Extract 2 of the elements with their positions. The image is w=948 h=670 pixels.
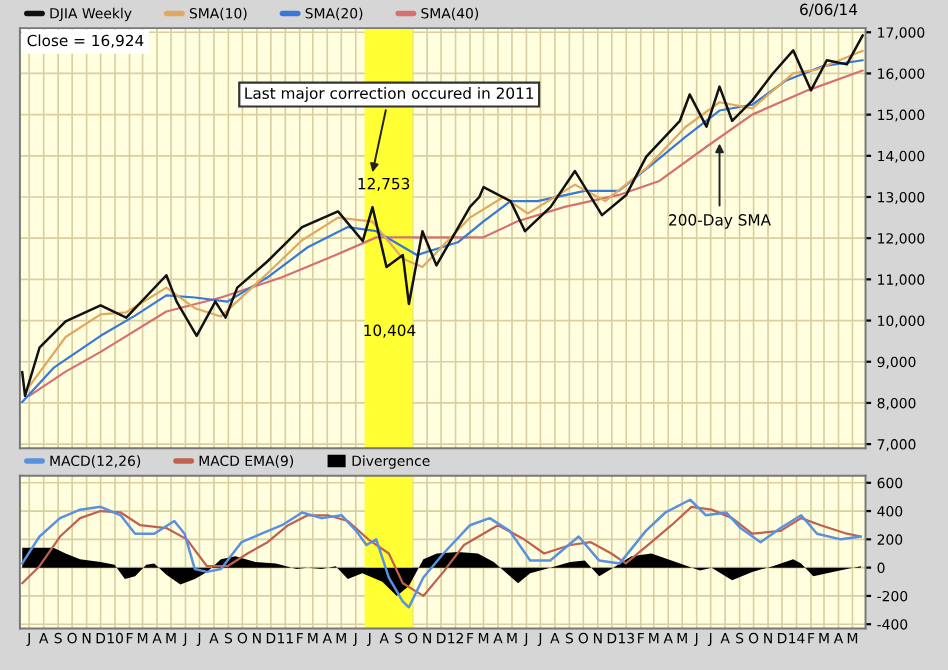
line-series: [21, 505, 862, 598]
line-series: [20, 498, 863, 609]
